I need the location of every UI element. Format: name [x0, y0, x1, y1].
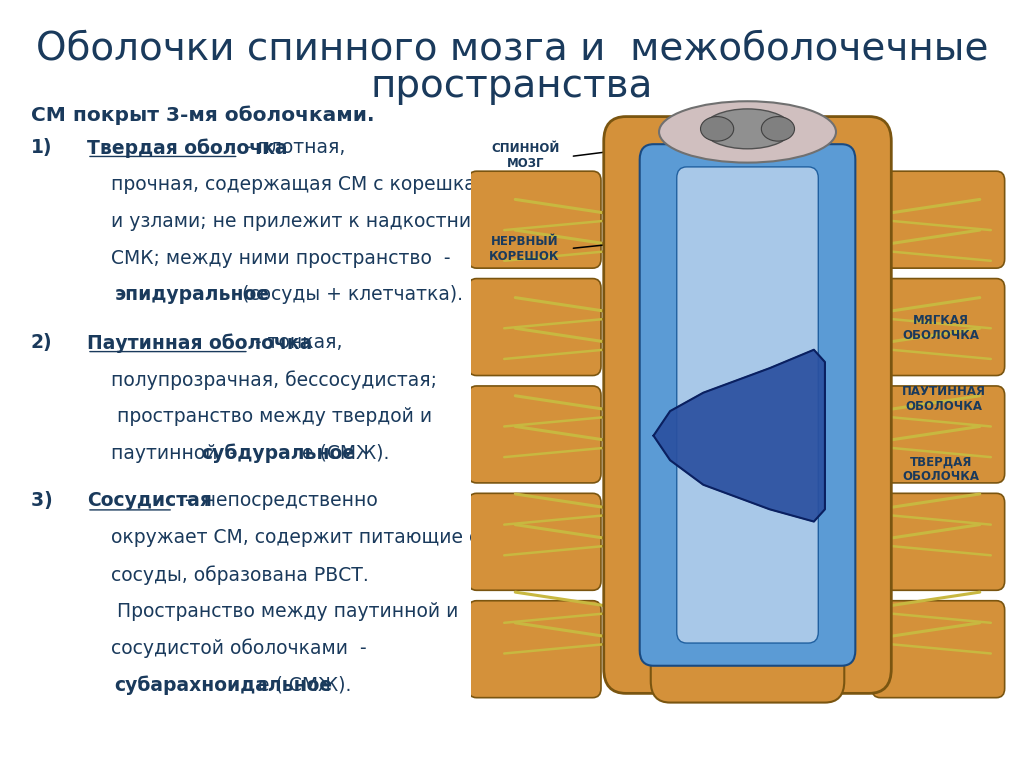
FancyBboxPatch shape	[468, 493, 601, 591]
Text: МЯГКАЯ
ОБОЛОЧКА: МЯГКАЯ ОБОЛОЧКА	[902, 314, 979, 342]
Text: СМК; между ними пространство  -: СМК; между ними пространство -	[87, 249, 451, 268]
FancyBboxPatch shape	[468, 386, 601, 483]
FancyBboxPatch shape	[640, 144, 855, 666]
Text: е ( СМЖ).: е ( СМЖ).	[258, 676, 351, 695]
Ellipse shape	[659, 101, 836, 163]
Text: полупрозрачная, бессосудистая;: полупрозрачная, бессосудистая;	[87, 370, 437, 390]
Ellipse shape	[703, 109, 792, 149]
Text: - плотная,: - плотная,	[239, 138, 345, 157]
FancyBboxPatch shape	[468, 601, 601, 698]
Text: окружает СМ, содержит питающие его: окружает СМ, содержит питающие его	[87, 528, 502, 548]
Text: Сосудистая: Сосудистая	[87, 492, 212, 511]
Text: пространства: пространства	[371, 67, 653, 106]
Text: прочная, содержащая СМ с корешками: прочная, содержащая СМ с корешками	[87, 175, 503, 194]
Text: -  непосредственно: - непосредственно	[173, 492, 378, 511]
FancyBboxPatch shape	[872, 171, 1005, 268]
Text: Паутинная оболочка: Паутинная оболочка	[87, 333, 318, 353]
Text: (сосуды + клетчатка).: (сосуды + клетчатка).	[236, 285, 463, 304]
Text: субарахноидальное: субарахноидальное	[115, 676, 333, 695]
FancyBboxPatch shape	[651, 617, 844, 703]
Text: 1): 1)	[31, 138, 52, 157]
Text: СПИННОЙ
МОЗГ: СПИННОЙ МОЗГ	[492, 143, 559, 170]
Polygon shape	[653, 350, 825, 522]
FancyBboxPatch shape	[872, 601, 1005, 698]
FancyBboxPatch shape	[468, 278, 601, 376]
Text: сосудистой оболочками  -: сосудистой оболочками -	[87, 639, 367, 658]
Text: ТВЕРДАЯ
ОБОЛОЧКА: ТВЕРДАЯ ОБОЛОЧКА	[902, 456, 979, 483]
Text: сосуды, образована РВСТ.: сосуды, образована РВСТ.	[87, 565, 369, 584]
Text: е (СМЖ).: е (СМЖ).	[302, 443, 389, 463]
Text: Оболочки спинного мозга и  межоболочечные: Оболочки спинного мозга и межоболочечные	[36, 29, 988, 67]
Text: - тонкая,: - тонкая,	[249, 333, 342, 352]
FancyBboxPatch shape	[604, 117, 891, 693]
Ellipse shape	[700, 117, 733, 141]
Text: эпидуральное: эпидуральное	[115, 285, 269, 304]
Text: ПАУТИННАЯ
ОБОЛОЧКА: ПАУТИННАЯ ОБОЛОЧКА	[902, 385, 986, 413]
FancyBboxPatch shape	[872, 493, 1005, 591]
Text: и узлами; не прилежит к надкостнице: и узлами; не прилежит к надкостнице	[87, 212, 496, 231]
FancyBboxPatch shape	[468, 171, 601, 268]
Ellipse shape	[762, 117, 795, 141]
Text: Пространство между паутинной и: Пространство между паутинной и	[87, 602, 459, 621]
Text: субдуральное: субдуральное	[202, 443, 355, 463]
Text: 3): 3)	[31, 492, 59, 511]
Text: Твердая оболочка: Твердая оболочка	[87, 138, 294, 158]
Text: НЕРВНЫЙ
КОРЕШОК: НЕРВНЫЙ КОРЕШОК	[489, 235, 559, 262]
Text: пространство между твердой и: пространство между твердой и	[87, 407, 432, 426]
Text: паутинной  -: паутинной -	[87, 443, 248, 463]
FancyBboxPatch shape	[872, 386, 1005, 483]
Text: 2): 2)	[31, 333, 52, 352]
Text: СМ покрыт 3-мя оболочками.: СМ покрыт 3-мя оболочками.	[31, 106, 374, 126]
FancyBboxPatch shape	[872, 278, 1005, 376]
FancyBboxPatch shape	[677, 167, 818, 643]
